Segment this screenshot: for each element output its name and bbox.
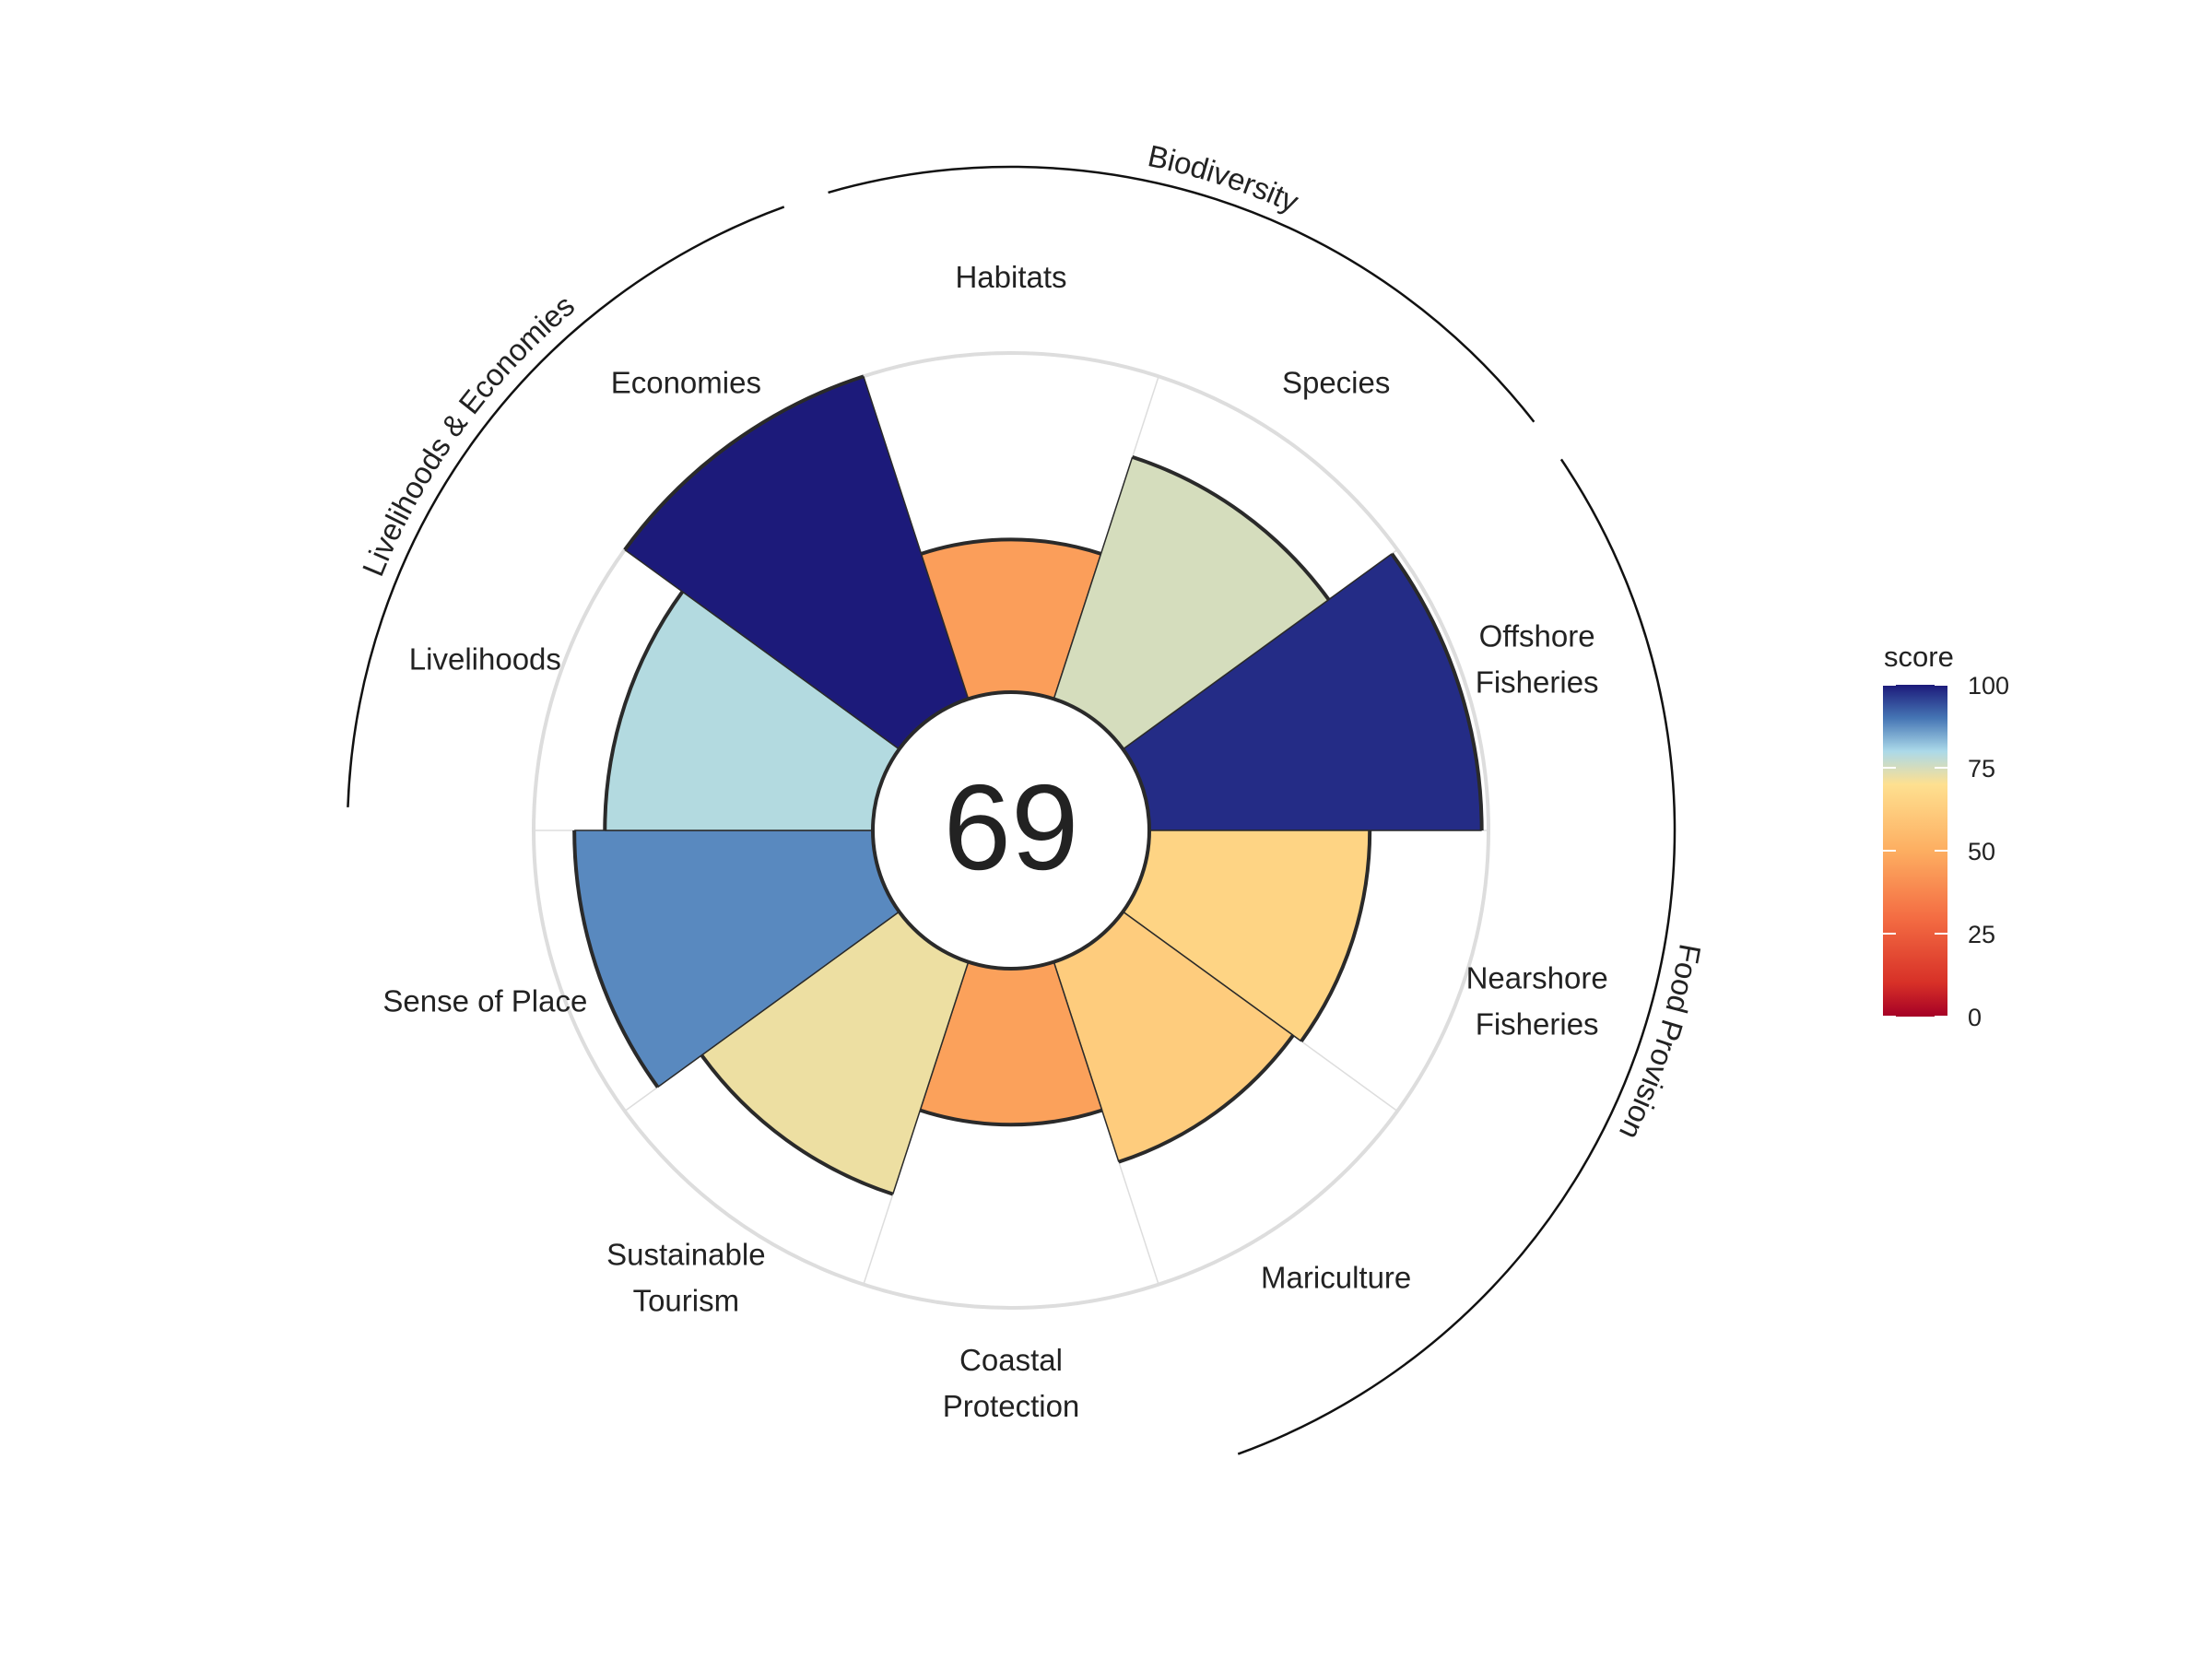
bar-offshore-fisheries: [1123, 553, 1482, 830]
bar-mariculture: [1053, 912, 1293, 1162]
bar-outline: [1300, 830, 1372, 1042]
group-arc-food-provision: [1237, 458, 1677, 1455]
bar-species: [1053, 456, 1329, 749]
bar-edge: [657, 911, 900, 1088]
bar-nearshore-fisheries: [1123, 830, 1371, 1041]
bar-edge: [892, 961, 970, 1194]
group-arc-livelihoods-economies: [347, 206, 785, 807]
bar-outline: [700, 1053, 894, 1196]
bar-edge: [1053, 961, 1103, 1111]
goal-label-offshore-fisheries: Offshore Fisheries: [1476, 619, 1599, 700]
bar-edge: [1053, 456, 1134, 700]
center-score: 69: [944, 759, 1079, 895]
bar-outline: [919, 1108, 1103, 1127]
goal-label-livelihoods: Livelihoods: [409, 642, 561, 677]
goal-label-nearshore-fisheries: Nearshore Fisheries: [1466, 960, 1608, 1041]
goal-labels: Offshore Fisheries Nearshore Fisheries Maric…: [382, 260, 1607, 1423]
legend-tick-label: 75: [1968, 755, 1995, 782]
legend-tick-label: 25: [1968, 921, 1995, 948]
goal-bars: [572, 374, 1484, 1196]
group-arc-biodiversity: [828, 165, 1535, 423]
bar-outline: [1390, 552, 1484, 831]
legend-ticks: 0 25 50 75 100: [1883, 672, 2009, 1031]
bar-outline: [572, 830, 660, 1088]
bar-coastal-protection: [920, 961, 1102, 1125]
legend-title: score: [1884, 641, 1954, 673]
bar-sustainable-tourism: [701, 912, 969, 1194]
bar-economies: [624, 376, 969, 749]
goal-label-species: Species: [1282, 366, 1390, 400]
bar-edge: [1122, 598, 1330, 750]
goal-label-habitats: Habitats: [955, 260, 1066, 294]
goal-label-sustainable-tourism: Sustainable Tourism: [606, 1237, 765, 1317]
bar-outline: [623, 374, 865, 551]
goal-label-coastal-protection: Coastal Protection: [943, 1343, 1080, 1423]
bar-livelihoods: [605, 591, 900, 830]
bar-outline: [1118, 1034, 1295, 1164]
legend-tick-label: 50: [1968, 838, 1995, 865]
bar-sense-of-place: [574, 830, 900, 1088]
legend-tick-label: 100: [1968, 672, 2009, 700]
bar-habitats: [921, 539, 1101, 700]
goal-label-economies: Economies: [611, 366, 761, 400]
goal-label-sense-of-place: Sense of Place: [382, 983, 587, 1018]
bar-outline: [920, 537, 1102, 556]
center-circle: 69: [871, 690, 1151, 971]
score-legend: score 0 25 50 75 100: [1883, 641, 2009, 1031]
group-label-livelihoods-economies: Livelihoods & Economies: [356, 288, 582, 582]
group-label-biodiversity: Biodiversity: [1145, 138, 1304, 218]
legend-tick-label: 0: [1968, 1004, 1982, 1031]
bar-outline: [603, 590, 685, 831]
bar-edge: [1122, 911, 1294, 1036]
bar-outline: [1132, 454, 1331, 601]
bar-edge: [920, 553, 970, 700]
goal-label-mariculture: Mariculture: [1261, 1260, 1411, 1294]
bar-edge: [624, 548, 900, 750]
